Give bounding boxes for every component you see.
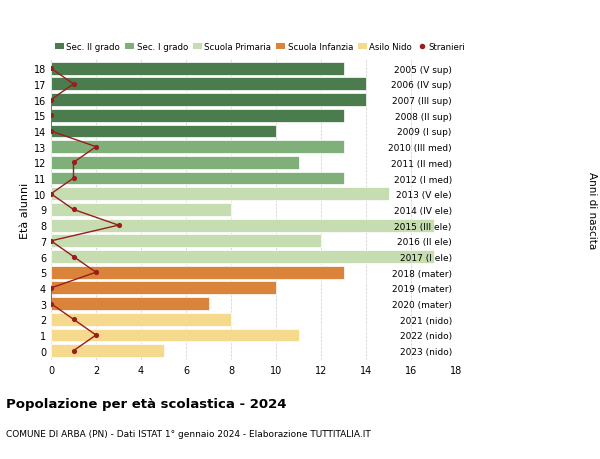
Point	[69, 159, 78, 167]
Point	[46, 300, 56, 308]
Bar	[51, 157, 299, 169]
Point	[46, 65, 56, 73]
Bar	[51, 219, 433, 232]
Bar	[51, 329, 299, 341]
Point	[46, 97, 56, 104]
Point	[69, 316, 78, 323]
Bar	[51, 282, 276, 295]
Bar	[51, 313, 231, 326]
Bar	[51, 235, 321, 248]
Point	[91, 331, 101, 339]
Bar	[51, 204, 231, 216]
Point	[46, 285, 56, 292]
Text: Popolazione per età scolastica - 2024: Popolazione per età scolastica - 2024	[6, 397, 287, 410]
Bar	[51, 110, 343, 123]
Bar	[51, 251, 433, 263]
Point	[69, 81, 78, 89]
Bar	[51, 172, 343, 185]
Legend: Sec. II grado, Sec. I grado, Scuola Primaria, Scuola Infanzia, Asilo Nido, Stran: Sec. II grado, Sec. I grado, Scuola Prim…	[55, 44, 465, 52]
Point	[69, 175, 78, 182]
Point	[91, 144, 101, 151]
Bar	[51, 141, 343, 154]
Bar	[51, 266, 343, 279]
Y-axis label: Età alunni: Età alunni	[20, 182, 29, 238]
Bar	[51, 94, 366, 107]
Bar	[51, 78, 366, 91]
Point	[46, 128, 56, 135]
Point	[69, 253, 78, 261]
Bar	[51, 345, 163, 358]
Bar	[51, 125, 276, 138]
Bar	[51, 297, 209, 310]
Text: Anni di nascita: Anni di nascita	[587, 172, 597, 248]
Text: COMUNE DI ARBA (PN) - Dati ISTAT 1° gennaio 2024 - Elaborazione TUTTITALIA.IT: COMUNE DI ARBA (PN) - Dati ISTAT 1° genn…	[6, 429, 371, 438]
Bar	[51, 188, 389, 201]
Bar	[51, 62, 343, 75]
Point	[114, 222, 124, 230]
Point	[46, 112, 56, 120]
Point	[69, 207, 78, 214]
Point	[46, 190, 56, 198]
Point	[69, 347, 78, 355]
Point	[91, 269, 101, 276]
Point	[46, 238, 56, 245]
